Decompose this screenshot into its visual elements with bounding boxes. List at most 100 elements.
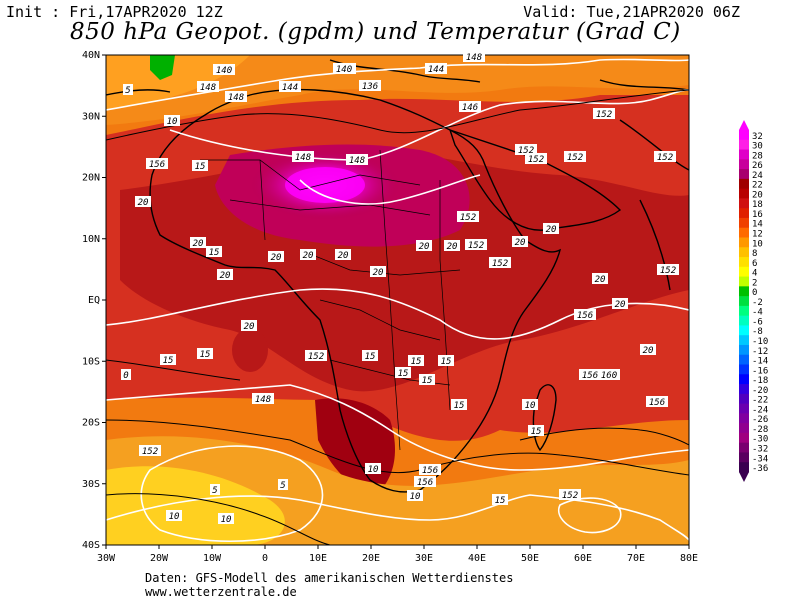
contour-label-box bbox=[525, 153, 547, 164]
contour-label-box bbox=[419, 464, 441, 475]
contour-label-box bbox=[515, 144, 537, 155]
geopot-label: 152 bbox=[596, 110, 612, 120]
contour-label-box bbox=[408, 355, 424, 366]
colorbar-swatch bbox=[739, 344, 749, 356]
lat-label: 30S bbox=[82, 479, 100, 490]
geopot-label: 152 bbox=[657, 153, 673, 163]
contour-label-box bbox=[305, 350, 327, 361]
geopot-label: 146 bbox=[462, 103, 478, 113]
colorbar-label: 28 bbox=[752, 151, 763, 161]
colorbar-swatch bbox=[739, 413, 749, 424]
temp-label: 20 bbox=[643, 346, 654, 356]
colorbar-label: 10 bbox=[752, 239, 763, 249]
field-cool-north bbox=[106, 55, 689, 125]
colorbar-label: 14 bbox=[752, 220, 763, 230]
colorbar-bottom-arrow bbox=[739, 472, 749, 482]
geopot-label: 152 bbox=[468, 241, 484, 251]
contour-label-box bbox=[657, 264, 679, 275]
contour-label-box bbox=[592, 273, 608, 284]
geopot-label: 156 bbox=[417, 478, 433, 488]
lat-label: 40N bbox=[82, 50, 100, 61]
colorbar-swatch bbox=[739, 276, 749, 287]
colorbar-label: 26 bbox=[752, 161, 763, 171]
contour-label-box bbox=[593, 108, 615, 119]
colorbar-label: 0 bbox=[752, 288, 757, 298]
contour-label-box bbox=[457, 211, 479, 222]
geopot-label: 156 bbox=[577, 311, 593, 321]
colorbar-label: -10 bbox=[752, 337, 768, 347]
colorbar-label: 6 bbox=[752, 259, 757, 269]
contour-label-box bbox=[395, 367, 411, 378]
colorbar-label: -34 bbox=[752, 454, 768, 464]
lon-label: 20W bbox=[150, 553, 169, 564]
colorbar-swatch bbox=[739, 432, 749, 444]
colorbar-label: 18 bbox=[752, 200, 763, 210]
colorbar-swatch bbox=[739, 374, 749, 385]
contour-label-box bbox=[438, 355, 454, 366]
contour-label-box bbox=[444, 240, 460, 251]
temp-label: 15 bbox=[531, 427, 542, 437]
colorbar-label: -8 bbox=[752, 327, 763, 337]
lat-label: 10N bbox=[82, 234, 100, 245]
contour-label-box bbox=[522, 399, 538, 410]
contour-label-box bbox=[135, 196, 151, 207]
temp-label: 5 bbox=[125, 86, 130, 96]
contour-label-box bbox=[333, 63, 355, 74]
colorbar-label: 4 bbox=[752, 269, 757, 279]
geopot-label: 148 bbox=[255, 395, 271, 405]
lon-label: 70E bbox=[627, 553, 645, 564]
contour-label-box bbox=[192, 160, 208, 171]
temperature-field bbox=[106, 55, 689, 545]
geopot-label: 152 bbox=[460, 213, 476, 223]
temp-label: 20 bbox=[373, 268, 384, 278]
init-time: Init : Fri,17APR2020 12Z bbox=[6, 3, 223, 21]
colorbar-label: -20 bbox=[752, 386, 768, 396]
geopot-label: 156 bbox=[649, 398, 665, 408]
contour-label-box bbox=[528, 425, 544, 436]
field-green bbox=[150, 55, 175, 80]
temp-label: 15 bbox=[441, 357, 452, 367]
contour-label-box bbox=[210, 484, 220, 495]
temp-label: 20 bbox=[615, 300, 626, 310]
colorbar-swatch bbox=[739, 315, 749, 326]
colorbar-swatch bbox=[739, 384, 749, 395]
contour-label-box bbox=[139, 445, 161, 456]
contour-label-box bbox=[407, 490, 423, 501]
temp-label: 20 bbox=[595, 275, 606, 285]
geopot-label: 152 bbox=[308, 352, 324, 362]
contour-label-box bbox=[612, 298, 628, 309]
website-link[interactable]: www.wetterzentrale.de bbox=[145, 585, 297, 599]
temp-label: 20 bbox=[515, 238, 526, 248]
colorbar-label: 16 bbox=[752, 210, 763, 220]
geopot-label: 152 bbox=[567, 153, 583, 163]
colorbar-swatch bbox=[739, 169, 749, 180]
temp-label: 20 bbox=[338, 251, 349, 261]
temp-label: 5 bbox=[212, 486, 217, 496]
contour-label-box bbox=[206, 246, 222, 257]
geopot-label: 148 bbox=[200, 83, 216, 93]
colorbar-swatch bbox=[739, 286, 749, 297]
contour-label-box bbox=[190, 237, 206, 248]
colorbar-label: -18 bbox=[752, 376, 768, 386]
colorbar-swatch bbox=[739, 325, 749, 336]
temp-label: 15 bbox=[422, 376, 433, 386]
contour-label-box bbox=[268, 251, 284, 262]
contour-label-box bbox=[492, 494, 508, 505]
lat-label: 30N bbox=[82, 111, 100, 122]
contour-label-box bbox=[241, 320, 257, 331]
colorbar-swatch bbox=[739, 296, 749, 307]
colorbar-swatch bbox=[739, 188, 749, 199]
temp-label: 10 bbox=[368, 465, 379, 475]
geopot-label: 152 bbox=[142, 447, 158, 457]
colorbar-swatch bbox=[739, 393, 749, 405]
contour-label-box bbox=[459, 101, 481, 112]
contour-label-box bbox=[197, 81, 219, 92]
geopot-label: 148 bbox=[349, 156, 365, 166]
geopot-label: 152 bbox=[562, 491, 578, 501]
geopot-label: 148 bbox=[295, 153, 311, 163]
temp-label: 20 bbox=[244, 322, 255, 332]
contour-label-box bbox=[463, 51, 485, 62]
contour-label-box bbox=[598, 369, 620, 380]
temp-label: 5 bbox=[280, 481, 285, 491]
lon-label: 40E bbox=[468, 553, 486, 564]
